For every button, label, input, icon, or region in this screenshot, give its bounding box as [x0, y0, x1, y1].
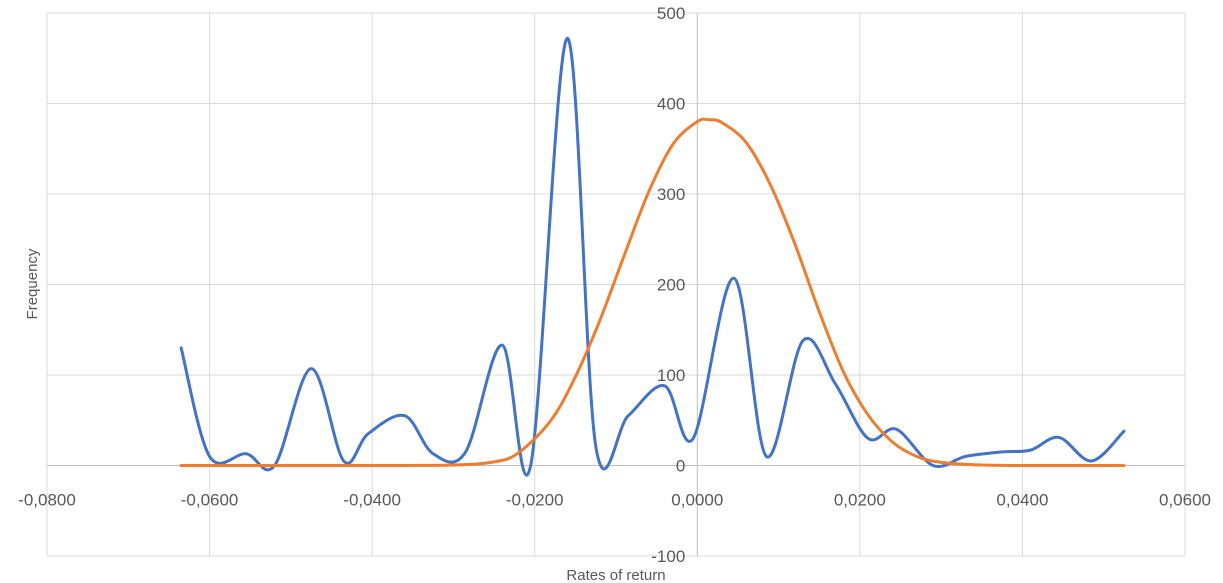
x-tick-label: 0,0600 [1159, 491, 1211, 510]
series-line-2 [179, 117, 1126, 468]
x-axis-title: Rates of return [566, 567, 665, 583]
y-tick-label: 400 [657, 95, 685, 114]
x-tick-label: -0,0800 [18, 491, 76, 510]
y-tick-labels: -100 0 100 200 300 400 500 [651, 4, 685, 566]
y-tick-label: 100 [657, 366, 685, 385]
x-tick-label: -0,0400 [343, 491, 401, 510]
y-tick-label: 0 [676, 457, 685, 476]
gridlines [46, 12, 1186, 557]
y-tick-label: -100 [651, 547, 685, 566]
x-tick-label: -0,0600 [181, 491, 239, 510]
y-tick-label: 200 [657, 276, 685, 295]
x-tick-label: -0,0200 [506, 491, 564, 510]
x-tick-labels: -0,0800 -0,0600 -0,0400 -0,0200 0,0000 0,0200… [18, 491, 1211, 510]
x-tick-label: 0,0000 [671, 491, 723, 510]
y-tick-label: 300 [657, 185, 685, 204]
x-tick-label: 0,0200 [834, 491, 886, 510]
series-lines [179, 36, 1126, 477]
series-line-1 [179, 36, 1126, 477]
y-axis-title: Frequency [24, 248, 41, 319]
y-tick-label: 500 [657, 4, 685, 23]
x-tick-label: 0,0400 [996, 491, 1048, 510]
